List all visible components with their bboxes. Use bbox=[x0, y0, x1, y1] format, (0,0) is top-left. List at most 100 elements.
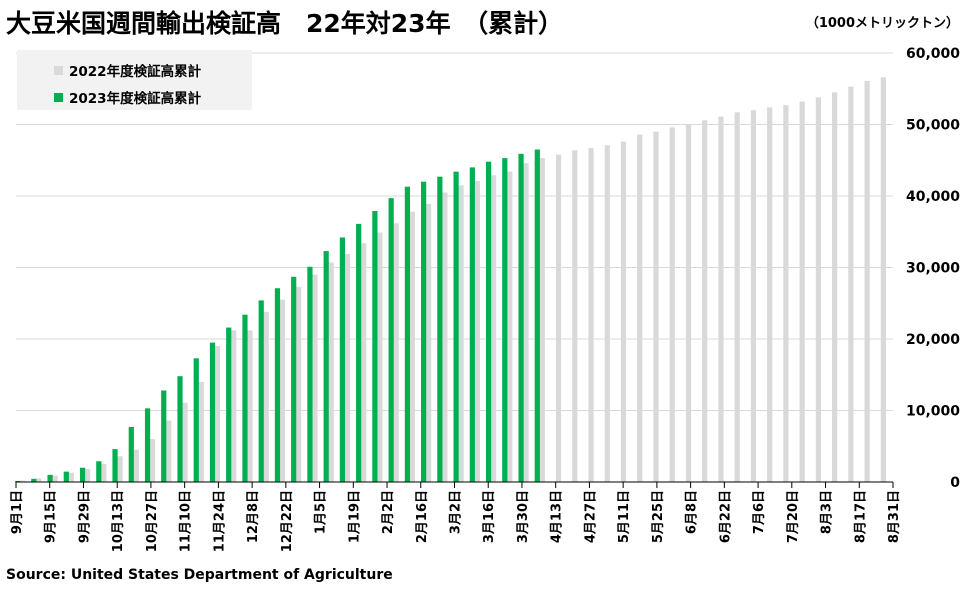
x-tick-label: 10月27日 bbox=[145, 490, 160, 552]
bar-2023 bbox=[453, 171, 459, 482]
x-tick-label: 3月2日 bbox=[449, 490, 464, 534]
bar-2023 bbox=[258, 300, 264, 482]
bar-2022 bbox=[815, 97, 821, 482]
bar-2022 bbox=[507, 171, 513, 482]
y-tick-label: 40,000 bbox=[906, 189, 960, 205]
bar-2022 bbox=[588, 148, 594, 482]
bar-2023 bbox=[144, 408, 151, 482]
legend-swatch-2022 bbox=[54, 65, 63, 75]
y-axis-unit-label: （1000メトリックトン） bbox=[805, 16, 959, 31]
legend-swatch-2023 bbox=[54, 92, 63, 102]
bar-2023 bbox=[177, 376, 183, 482]
bar-2022 bbox=[101, 464, 107, 483]
bar-2023 bbox=[518, 153, 524, 482]
bar-2023 bbox=[323, 251, 329, 482]
bar-2023 bbox=[502, 158, 508, 483]
bar-2022 bbox=[133, 449, 139, 482]
bar-2022 bbox=[344, 253, 351, 482]
bar-2022 bbox=[685, 124, 692, 482]
x-tick-label: 3月30日 bbox=[516, 490, 531, 543]
y-tick-label: 60,000 bbox=[906, 46, 960, 62]
bar-2023 bbox=[291, 276, 297, 482]
bar-2022 bbox=[572, 150, 578, 483]
bar-2023 bbox=[226, 327, 232, 482]
x-tick-label: 2月2日 bbox=[381, 490, 396, 534]
bar-2022 bbox=[20, 480, 26, 482]
bar-2023 bbox=[485, 161, 492, 482]
legend-label-2022: 2022年度検証高累計 bbox=[69, 64, 202, 80]
bar-2022 bbox=[296, 286, 302, 482]
source-note: Source: United States Department of Agri… bbox=[6, 567, 393, 583]
bar-2023 bbox=[193, 358, 199, 482]
bar-2022 bbox=[393, 223, 399, 483]
bar-2023 bbox=[307, 266, 313, 482]
bar-2022 bbox=[604, 145, 610, 483]
bar-2022 bbox=[490, 175, 497, 482]
legend-item-2022: 2022年度検証高累計 bbox=[54, 60, 201, 80]
bar-2022 bbox=[620, 141, 627, 482]
bar-2022 bbox=[848, 86, 854, 483]
bar-2023 bbox=[469, 167, 475, 482]
x-tick-label: 9月29日 bbox=[78, 490, 93, 543]
bar-2022 bbox=[279, 299, 286, 482]
bar-2023 bbox=[31, 478, 37, 482]
bar-2023 bbox=[421, 181, 427, 482]
bar-2022 bbox=[68, 472, 74, 482]
x-tick-label: 9月1日 bbox=[10, 490, 25, 534]
bar-2022 bbox=[474, 180, 480, 483]
bar-2022 bbox=[84, 469, 91, 482]
bar-2022 bbox=[523, 163, 529, 483]
bar-2023 bbox=[63, 471, 69, 482]
x-tick-label: 11月10日 bbox=[179, 490, 194, 552]
bar-2022 bbox=[149, 439, 156, 482]
x-tick-label: 6月22日 bbox=[718, 490, 733, 543]
bar-2023 bbox=[209, 342, 216, 482]
bar-2022 bbox=[377, 232, 383, 482]
bar-2023 bbox=[404, 186, 410, 482]
bar-2023 bbox=[437, 176, 443, 482]
bar-2022 bbox=[750, 110, 757, 482]
bar-2022 bbox=[409, 211, 415, 483]
bar-2022 bbox=[832, 92, 838, 482]
bar-2023 bbox=[372, 211, 378, 482]
bar-2023 bbox=[96, 461, 102, 482]
x-tick-label: 10月13日 bbox=[111, 490, 126, 552]
bar-2022 bbox=[718, 116, 724, 482]
bar-2022 bbox=[312, 274, 318, 482]
bar-2022 bbox=[117, 456, 123, 482]
y-tick-label: 10,000 bbox=[906, 404, 960, 420]
bar-2022 bbox=[637, 134, 643, 482]
bar-2023 bbox=[79, 467, 86, 482]
bar-2022 bbox=[52, 475, 58, 482]
x-tick-label: 4月27日 bbox=[583, 490, 598, 543]
bar-2022 bbox=[247, 330, 253, 482]
x-tick-label: 2月16日 bbox=[415, 490, 430, 543]
x-tick-label: 11月24日 bbox=[212, 490, 227, 552]
legend-label-2023: 2023年度検証高累計 bbox=[69, 91, 202, 107]
bar-2022 bbox=[702, 120, 708, 483]
x-tick-label: 1月5日 bbox=[314, 490, 329, 534]
x-tick-label: 3月16日 bbox=[482, 490, 497, 543]
bar-2023 bbox=[128, 426, 134, 482]
legend-item-2023: 2023年度検証高累計 bbox=[54, 87, 201, 107]
bar-2022 bbox=[864, 80, 870, 482]
axes: 0 10,000 20,000 30,000 40,000 50,000 60,000 9月1… bbox=[10, 46, 960, 552]
bar-2023 bbox=[47, 474, 53, 482]
x-tick-label: 6月8日 bbox=[685, 490, 700, 534]
x-tick-label: 9月15日 bbox=[44, 490, 59, 543]
bar-2022 bbox=[426, 203, 432, 482]
bar-2022 bbox=[328, 262, 334, 482]
x-tick-label: 1月19日 bbox=[347, 490, 362, 543]
bar-2022 bbox=[231, 330, 237, 482]
x-tick-label: 8月17日 bbox=[853, 490, 868, 543]
bar-2022 bbox=[734, 112, 740, 482]
bars bbox=[15, 77, 886, 483]
x-tick-label: 12月8日 bbox=[246, 490, 261, 543]
bar-2022 bbox=[669, 127, 675, 483]
bar-2022 bbox=[442, 192, 448, 483]
x-tick-label: 4月13日 bbox=[550, 490, 565, 543]
chart-title: 大豆米国週間輸出検証高 22年対23年 （累計） bbox=[6, 9, 564, 38]
y-tick-label: 0 bbox=[950, 475, 960, 491]
bar-2022 bbox=[36, 478, 42, 482]
